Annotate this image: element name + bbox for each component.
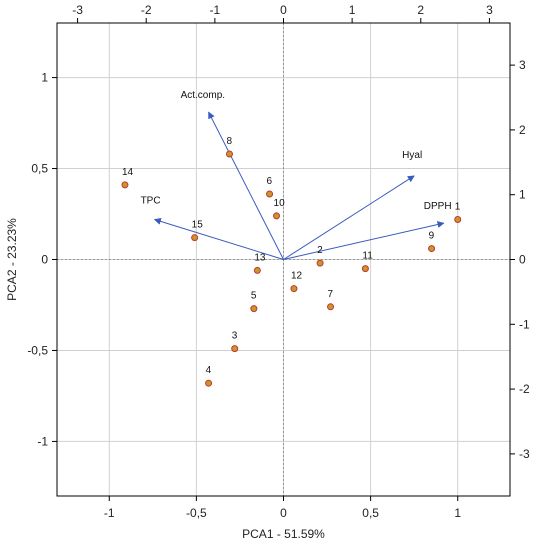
right-tick-label: 0 — [519, 253, 526, 267]
axis-ticks: -1 -0,5 0 0,5 1-1-0,500,51-3 -2 -1 0 1 2 3-3-2-101… — [27, 3, 530, 520]
point-label: 15 — [192, 220, 204, 231]
y-axis-label: PCA2 - 23.23% — [5, 218, 19, 301]
loading-vector — [153, 218, 284, 260]
score-point — [454, 215, 462, 223]
x-axis-label: PCA1 - 51.59% — [242, 527, 325, 541]
y-tick-label: 0,5 — [31, 162, 48, 176]
vector-label: DPPH — [424, 201, 452, 212]
loading-vector — [208, 111, 284, 260]
point-label: 7 — [328, 289, 334, 300]
score-point — [266, 190, 274, 198]
y-tick-label: 0 — [41, 253, 48, 267]
right-tick-label: 3 — [519, 58, 526, 72]
score-point — [361, 265, 369, 273]
top-tick-label: 1 — [349, 3, 356, 17]
x-tick-label: -1 — [104, 506, 115, 520]
right-tick-label: -2 — [519, 382, 530, 396]
point-label: 5 — [251, 291, 257, 302]
vector-label: Act.comp. — [181, 90, 225, 101]
point-label: 13 — [254, 252, 266, 263]
right-tick-label: 2 — [519, 123, 526, 137]
score-point — [225, 150, 233, 158]
score-point — [290, 285, 298, 293]
point-label: 10 — [274, 198, 286, 209]
score-point — [253, 266, 261, 274]
score-point — [327, 303, 335, 311]
loading-vectors: Act.comp. TPC Hyal DPPH — [141, 90, 452, 260]
point-label: 8 — [226, 136, 232, 147]
point-label: 4 — [206, 365, 212, 376]
y-tick-label: -1 — [37, 434, 48, 448]
top-tick-label: 3 — [486, 3, 493, 17]
score-point — [231, 345, 239, 353]
top-tick-label: -3 — [72, 3, 83, 17]
right-tick-label: -1 — [519, 317, 530, 331]
score-point — [121, 181, 129, 189]
top-tick-label: -1 — [210, 3, 221, 17]
score-point — [205, 379, 213, 387]
x-tick-label: 0 — [280, 506, 287, 520]
point-label: 9 — [429, 231, 435, 242]
point-label: 11 — [362, 251, 373, 262]
loading-vector — [283, 175, 415, 260]
point-label: 2 — [317, 245, 323, 256]
top-tick-label: 0 — [280, 3, 287, 17]
point-label: 3 — [232, 331, 238, 342]
y-tick-label: 1 — [41, 71, 48, 85]
top-tick-label: 2 — [417, 3, 424, 17]
x-tick-label: 0,5 — [362, 506, 379, 520]
point-label: 1 — [455, 201, 461, 212]
point-label: 6 — [267, 176, 273, 187]
point-label: 12 — [291, 271, 303, 282]
point-label: 14 — [122, 167, 134, 178]
right-tick-label: -3 — [519, 447, 530, 461]
score-point — [428, 245, 436, 253]
vector-label: TPC — [141, 195, 161, 206]
top-tick-label: -2 — [141, 3, 152, 17]
score-point — [191, 234, 199, 242]
x-tick-label: -0,5 — [186, 506, 207, 520]
right-tick-label: 1 — [519, 188, 526, 202]
score-point — [316, 259, 324, 267]
vector-label: Hyal — [402, 150, 422, 161]
x-tick-label: 1 — [454, 506, 461, 520]
score-point — [273, 212, 281, 220]
y-tick-label: -0,5 — [27, 343, 48, 357]
loading-vector — [283, 221, 445, 260]
score-point — [250, 305, 258, 313]
